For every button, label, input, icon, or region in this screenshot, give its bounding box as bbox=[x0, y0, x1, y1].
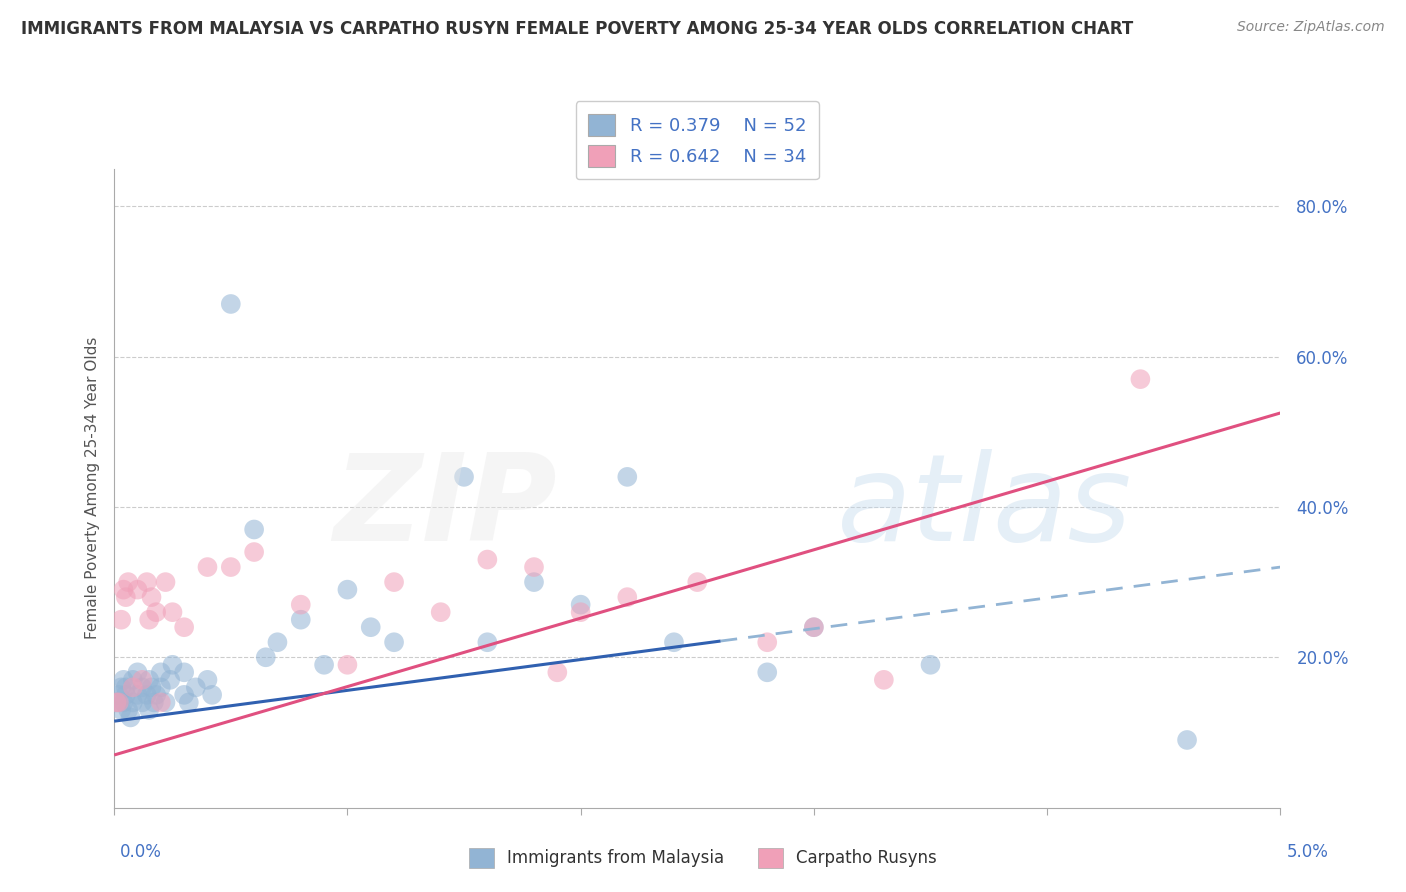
Point bbox=[141, 681, 163, 695]
Point bbox=[138, 703, 160, 717]
Point bbox=[149, 665, 172, 680]
Point bbox=[523, 575, 546, 590]
Point bbox=[108, 688, 131, 702]
Point bbox=[162, 657, 184, 672]
Point bbox=[115, 590, 138, 604]
Point bbox=[138, 613, 160, 627]
Point bbox=[115, 688, 138, 702]
Point bbox=[112, 673, 135, 687]
Point bbox=[131, 681, 153, 695]
Legend: Immigrants from Malaysia, Carpatho Rusyns: Immigrants from Malaysia, Carpatho Rusyn… bbox=[463, 841, 943, 875]
Point bbox=[477, 635, 499, 649]
Point bbox=[108, 695, 131, 709]
Point bbox=[290, 613, 312, 627]
Point bbox=[145, 605, 167, 619]
Point bbox=[662, 635, 685, 649]
Point bbox=[360, 620, 382, 634]
Point bbox=[149, 681, 172, 695]
Point bbox=[117, 575, 139, 590]
Point bbox=[173, 620, 195, 634]
Point bbox=[112, 582, 135, 597]
Point bbox=[131, 673, 153, 687]
Point bbox=[756, 665, 779, 680]
Point bbox=[254, 650, 277, 665]
Point bbox=[382, 635, 405, 649]
Text: ZIP: ZIP bbox=[333, 449, 557, 566]
Point bbox=[127, 582, 149, 597]
Point bbox=[135, 688, 157, 702]
Point bbox=[201, 688, 224, 702]
Text: atlas: atlas bbox=[837, 449, 1133, 566]
Point bbox=[120, 710, 142, 724]
Point bbox=[121, 681, 143, 695]
Point bbox=[243, 545, 266, 559]
Point bbox=[135, 575, 157, 590]
Point bbox=[155, 695, 177, 709]
Point bbox=[336, 657, 359, 672]
Point bbox=[159, 673, 181, 687]
Point bbox=[266, 635, 288, 649]
Point bbox=[873, 673, 896, 687]
Text: 5.0%: 5.0% bbox=[1286, 843, 1329, 861]
Text: Source: ZipAtlas.com: Source: ZipAtlas.com bbox=[1237, 20, 1385, 34]
Point bbox=[127, 688, 149, 702]
Point bbox=[243, 523, 266, 537]
Point bbox=[803, 620, 825, 634]
Point bbox=[173, 665, 195, 680]
Point bbox=[569, 598, 592, 612]
Point bbox=[110, 681, 132, 695]
Point bbox=[290, 598, 312, 612]
Point bbox=[110, 703, 132, 717]
Point bbox=[115, 681, 138, 695]
Point bbox=[523, 560, 546, 574]
Point bbox=[546, 665, 568, 680]
Point bbox=[219, 560, 242, 574]
Point bbox=[138, 673, 160, 687]
Point bbox=[803, 620, 825, 634]
Point bbox=[162, 605, 184, 619]
Point bbox=[616, 470, 638, 484]
Text: IMMIGRANTS FROM MALAYSIA VS CARPATHO RUSYN FEMALE POVERTY AMONG 25-34 YEAR OLDS : IMMIGRANTS FROM MALAYSIA VS CARPATHO RUS… bbox=[21, 20, 1133, 37]
Point bbox=[336, 582, 359, 597]
Point bbox=[314, 657, 336, 672]
Point bbox=[141, 590, 163, 604]
Y-axis label: Female Poverty Among 25-34 Year Olds: Female Poverty Among 25-34 Year Olds bbox=[86, 337, 100, 640]
Point bbox=[127, 665, 149, 680]
Point bbox=[616, 590, 638, 604]
Point bbox=[686, 575, 709, 590]
Point bbox=[1175, 733, 1198, 747]
Point bbox=[149, 695, 172, 709]
Point bbox=[569, 605, 592, 619]
Point bbox=[219, 297, 242, 311]
Point bbox=[105, 695, 128, 709]
Point bbox=[112, 695, 135, 709]
Point bbox=[756, 635, 779, 649]
Point bbox=[184, 681, 207, 695]
Point bbox=[117, 703, 139, 717]
Point bbox=[477, 552, 499, 566]
Point bbox=[382, 575, 405, 590]
Point bbox=[1129, 372, 1152, 386]
Point bbox=[920, 657, 942, 672]
Point bbox=[110, 613, 132, 627]
Point bbox=[131, 695, 153, 709]
Text: 0.0%: 0.0% bbox=[120, 843, 162, 861]
Point bbox=[142, 695, 165, 709]
Point bbox=[173, 688, 195, 702]
Point bbox=[197, 560, 219, 574]
Legend: R = 0.379    N = 52, R = 0.642    N = 34: R = 0.379 N = 52, R = 0.642 N = 34 bbox=[575, 101, 818, 179]
Point bbox=[453, 470, 475, 484]
Point bbox=[177, 695, 200, 709]
Point bbox=[155, 575, 177, 590]
Point bbox=[121, 695, 143, 709]
Point bbox=[197, 673, 219, 687]
Point bbox=[105, 695, 128, 709]
Point bbox=[145, 688, 167, 702]
Point bbox=[121, 673, 143, 687]
Point bbox=[429, 605, 451, 619]
